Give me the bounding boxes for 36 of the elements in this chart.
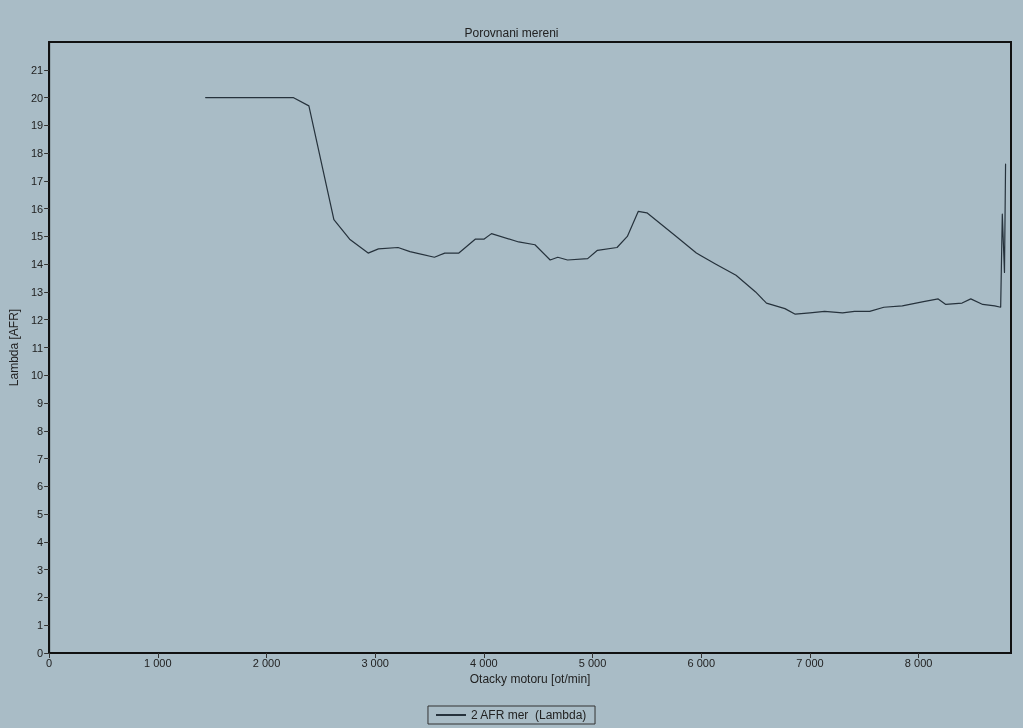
- y-tick-label: 8: [37, 424, 44, 437]
- y-tick-label: 11: [31, 341, 44, 354]
- y-tick-label: 12: [30, 313, 44, 326]
- y-axis-title: Lambda [AFR]: [7, 308, 21, 387]
- y-tick-label: 2: [37, 591, 44, 604]
- y-tick-label: 14: [30, 258, 44, 271]
- y-tick-label: 4: [37, 535, 44, 548]
- y-tick-label: 10: [30, 369, 44, 382]
- y-tick-label: 0: [37, 647, 44, 659]
- x-tick-label: 4 000: [470, 656, 498, 669]
- y-tick-label: 9: [37, 397, 44, 410]
- x-tick-label: 3 000: [361, 656, 389, 669]
- y-tick-label: 5: [37, 508, 44, 521]
- y-tick-label: 6: [37, 480, 44, 493]
- y-tick-label: 7: [37, 452, 44, 465]
- y-tick-label: 1: [37, 619, 44, 632]
- y-tick-label: 15: [30, 230, 44, 243]
- y-tick-label: 17: [30, 174, 44, 187]
- x-tick-label: 8 000: [904, 656, 933, 669]
- x-axis-title: Otacky motoru [ot/min]: [469, 671, 591, 686]
- legend-label: 2 AFR mer (Lambda): [470, 708, 587, 722]
- y-tick-label: 19: [30, 119, 44, 132]
- x-tick-label: 5 000: [578, 656, 607, 669]
- y-tick-label: 21: [30, 63, 44, 76]
- line-series: [205, 96, 1007, 315]
- x-tick-label: 1 000: [144, 656, 172, 669]
- y-tick-label: 18: [30, 147, 44, 160]
- x-tick-label: 6 000: [687, 656, 716, 669]
- chart-title: Porovnani mereni: [464, 26, 559, 40]
- y-tick-label: 20: [30, 91, 44, 104]
- x-tick-label: 7 000: [796, 656, 824, 669]
- x-tick-label: 0: [46, 656, 53, 669]
- y-tick-label: 13: [30, 285, 44, 298]
- y-tick-label: 3: [37, 563, 44, 576]
- y-tick-label: 16: [30, 202, 44, 215]
- x-tick-label: 2 000: [252, 656, 281, 669]
